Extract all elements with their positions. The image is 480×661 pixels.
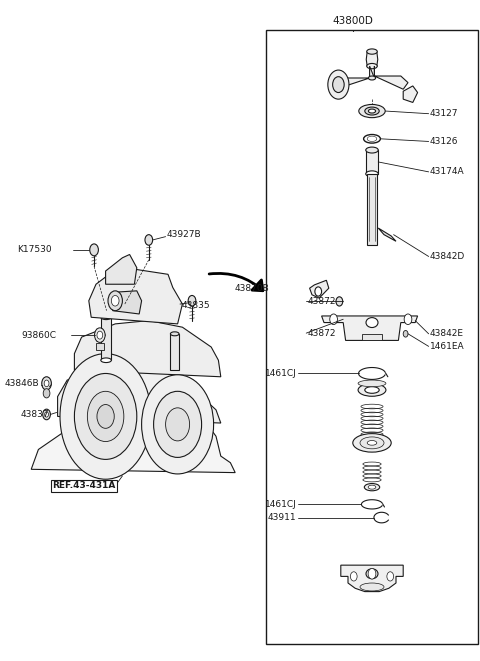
Ellipse shape bbox=[170, 332, 179, 336]
Ellipse shape bbox=[367, 49, 377, 54]
Circle shape bbox=[404, 314, 412, 325]
Ellipse shape bbox=[358, 383, 386, 396]
Text: 43872: 43872 bbox=[307, 297, 336, 306]
Text: 43174A: 43174A bbox=[430, 167, 464, 176]
Ellipse shape bbox=[360, 583, 384, 591]
Bar bbox=[96, 343, 104, 350]
Ellipse shape bbox=[364, 483, 380, 490]
Text: 43842D: 43842D bbox=[430, 252, 465, 261]
Ellipse shape bbox=[366, 147, 378, 153]
Polygon shape bbox=[74, 321, 221, 377]
Circle shape bbox=[43, 409, 50, 420]
Circle shape bbox=[97, 405, 114, 428]
Text: 43870B: 43870B bbox=[235, 284, 270, 293]
Bar bbox=[170, 334, 179, 370]
Text: 1461EA: 1461EA bbox=[430, 342, 464, 351]
FancyArrowPatch shape bbox=[209, 274, 263, 291]
Text: 43800D: 43800D bbox=[332, 16, 373, 26]
Ellipse shape bbox=[367, 63, 377, 69]
Polygon shape bbox=[341, 565, 403, 592]
Polygon shape bbox=[378, 228, 396, 241]
Text: 43842E: 43842E bbox=[430, 329, 464, 338]
Ellipse shape bbox=[366, 318, 378, 327]
Polygon shape bbox=[374, 66, 408, 89]
Ellipse shape bbox=[365, 107, 379, 115]
Ellipse shape bbox=[369, 109, 376, 113]
Text: 1461CJ: 1461CJ bbox=[265, 369, 297, 378]
Circle shape bbox=[154, 391, 202, 457]
Circle shape bbox=[45, 412, 48, 417]
Text: K17530: K17530 bbox=[17, 245, 51, 254]
Ellipse shape bbox=[358, 380, 386, 387]
Circle shape bbox=[333, 77, 344, 93]
Polygon shape bbox=[322, 316, 418, 340]
Circle shape bbox=[97, 331, 103, 339]
Text: 43872: 43872 bbox=[307, 329, 336, 338]
Circle shape bbox=[108, 291, 122, 311]
Circle shape bbox=[111, 295, 119, 306]
Circle shape bbox=[403, 330, 408, 337]
Polygon shape bbox=[341, 66, 374, 86]
Circle shape bbox=[328, 70, 349, 99]
Ellipse shape bbox=[353, 434, 391, 452]
Ellipse shape bbox=[359, 104, 385, 118]
Circle shape bbox=[90, 244, 98, 256]
Polygon shape bbox=[58, 367, 221, 423]
Bar bbox=[367, 174, 377, 245]
Polygon shape bbox=[31, 410, 235, 473]
Text: REF.43-431A: REF.43-431A bbox=[52, 481, 116, 490]
Ellipse shape bbox=[365, 387, 379, 393]
Ellipse shape bbox=[101, 358, 111, 362]
Polygon shape bbox=[110, 291, 142, 314]
Bar bbox=[101, 317, 111, 360]
Polygon shape bbox=[366, 52, 378, 66]
Text: 43126: 43126 bbox=[430, 137, 458, 146]
Circle shape bbox=[145, 235, 153, 245]
Polygon shape bbox=[89, 268, 182, 324]
Polygon shape bbox=[310, 280, 329, 298]
Ellipse shape bbox=[367, 440, 377, 446]
Text: 43127: 43127 bbox=[430, 109, 458, 118]
Bar bbox=[266, 30, 478, 644]
Circle shape bbox=[74, 373, 137, 459]
Circle shape bbox=[95, 328, 105, 342]
Text: 43837: 43837 bbox=[20, 410, 49, 419]
Circle shape bbox=[166, 408, 190, 441]
Circle shape bbox=[315, 287, 322, 296]
Circle shape bbox=[350, 572, 357, 581]
Polygon shape bbox=[403, 86, 418, 102]
Text: 93860C: 93860C bbox=[22, 330, 57, 340]
Text: 43927B: 43927B bbox=[167, 230, 202, 239]
Polygon shape bbox=[106, 254, 137, 284]
Circle shape bbox=[336, 297, 343, 306]
Circle shape bbox=[87, 391, 124, 442]
Ellipse shape bbox=[366, 171, 378, 177]
Circle shape bbox=[142, 375, 214, 474]
Ellipse shape bbox=[366, 568, 378, 579]
Ellipse shape bbox=[101, 315, 111, 319]
Text: 43835: 43835 bbox=[181, 301, 210, 310]
Ellipse shape bbox=[360, 437, 384, 449]
Text: 43911: 43911 bbox=[268, 513, 297, 522]
Text: 1461CJ: 1461CJ bbox=[265, 500, 297, 509]
Text: 43846B: 43846B bbox=[5, 379, 39, 388]
Circle shape bbox=[188, 295, 196, 306]
Circle shape bbox=[43, 389, 50, 398]
Circle shape bbox=[330, 314, 337, 325]
Circle shape bbox=[44, 380, 49, 387]
Circle shape bbox=[387, 572, 394, 581]
Bar bbox=[362, 334, 382, 340]
Bar bbox=[366, 150, 378, 174]
Ellipse shape bbox=[369, 76, 376, 80]
Ellipse shape bbox=[368, 485, 376, 489]
Circle shape bbox=[42, 377, 51, 390]
Circle shape bbox=[60, 354, 151, 479]
Ellipse shape bbox=[367, 136, 377, 141]
Circle shape bbox=[368, 568, 376, 579]
